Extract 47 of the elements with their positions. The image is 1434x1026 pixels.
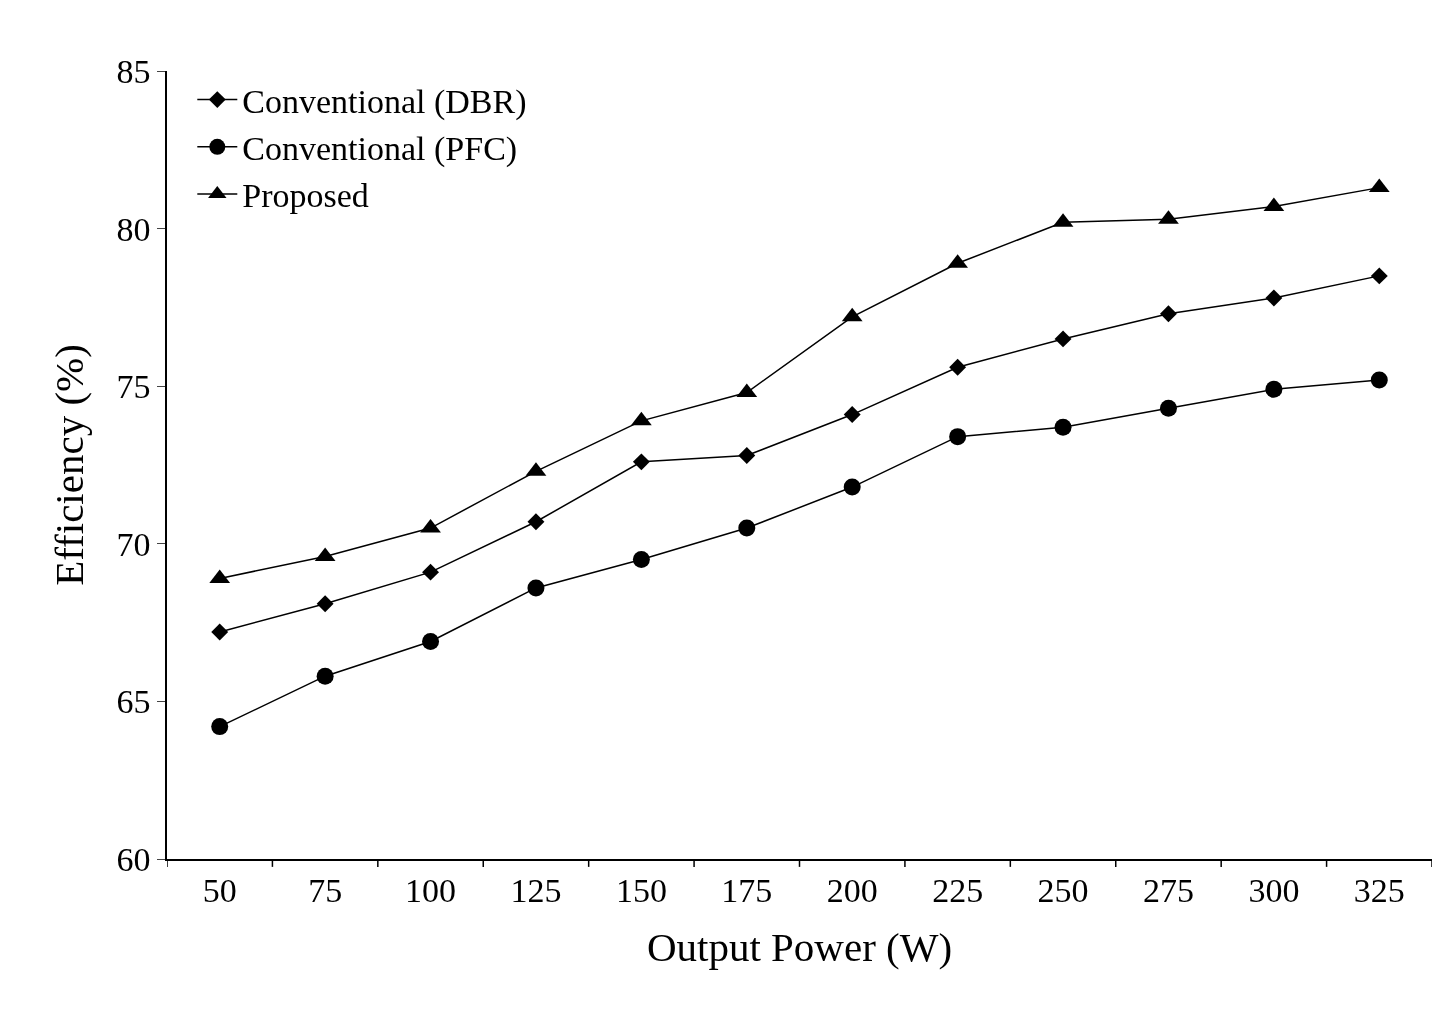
point (1370, 371, 1388, 389)
point (316, 667, 334, 685)
point (632, 551, 650, 569)
y-tick-label: 85 (116, 52, 151, 90)
y-axis-title: Efficiency (%) (46, 344, 93, 586)
x-axis-title: Output Power (W) (646, 924, 953, 971)
point (949, 358, 967, 376)
legend-label: Proposed (242, 177, 369, 215)
y-tick-label: 80 (116, 210, 151, 248)
point (1159, 399, 1177, 417)
point (1160, 305, 1177, 323)
x-tick-label: 175 (721, 871, 773, 909)
point (422, 633, 440, 650)
x-tick-label: 100 (405, 871, 457, 909)
point (1265, 289, 1283, 307)
y-tick-label: 65 (116, 683, 151, 721)
point (422, 563, 439, 581)
x-tick-label: 300 (1248, 871, 1300, 909)
x-tick-label: 125 (510, 871, 562, 909)
x-tick-label: 275 (1142, 871, 1194, 909)
point (632, 453, 650, 471)
y-tick-label: 75 (116, 368, 151, 406)
x-tick-label: 250 (1037, 871, 1089, 909)
point (211, 718, 229, 736)
point (1054, 418, 1072, 436)
point (1370, 267, 1388, 285)
point (527, 513, 545, 531)
legend-label: Conventional (DBR) (242, 82, 527, 121)
point (738, 447, 756, 464)
x-tick-label: 225 (932, 871, 984, 909)
y-tick-label: 70 (116, 525, 151, 563)
x-tick-label: 150 (615, 871, 667, 909)
point (949, 428, 967, 446)
x-tick-label: 75 (308, 871, 343, 909)
point (843, 478, 861, 496)
y-tick-label: 60 (116, 840, 151, 878)
point (738, 519, 756, 537)
x-tick-label: 325 (1353, 871, 1405, 909)
point (211, 623, 229, 641)
point (1265, 380, 1283, 398)
x-tick-label: 200 (826, 871, 878, 909)
point (1054, 330, 1072, 348)
point (316, 595, 334, 613)
point (527, 579, 545, 597)
legend-label: Conventional (PFC) (242, 130, 518, 169)
x-tick-label: 50 (202, 871, 237, 909)
point (843, 406, 861, 424)
